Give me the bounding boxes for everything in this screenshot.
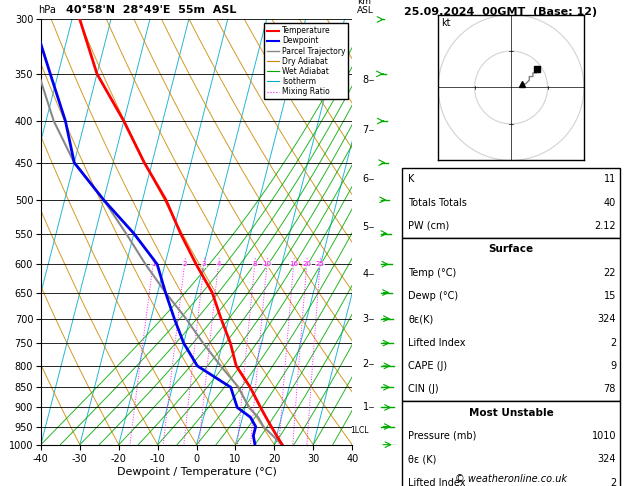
Text: CAPE (J): CAPE (J) (408, 361, 447, 371)
Text: 4: 4 (216, 261, 221, 267)
Text: 8: 8 (252, 261, 257, 267)
Text: θε(K): θε(K) (408, 314, 433, 324)
Text: 22: 22 (603, 268, 616, 278)
Bar (402, 168, 620, 238)
Text: 6: 6 (363, 174, 369, 184)
Text: Lifted Index: Lifted Index (408, 478, 466, 486)
Text: 25: 25 (316, 261, 325, 267)
Text: 7: 7 (362, 125, 369, 135)
Text: 1010: 1010 (591, 431, 616, 441)
Text: 2: 2 (362, 359, 369, 369)
X-axis label: Dewpoint / Temperature (°C): Dewpoint / Temperature (°C) (116, 467, 277, 477)
Text: Lifted Index: Lifted Index (408, 338, 466, 347)
Text: 2.12: 2.12 (594, 221, 616, 231)
Text: 15: 15 (604, 291, 616, 301)
Legend: Temperature, Dewpoint, Parcel Trajectory, Dry Adiabat, Wet Adiabat, Isotherm, Mi: Temperature, Dewpoint, Parcel Trajectory… (264, 23, 348, 99)
Text: 78: 78 (604, 384, 616, 394)
Text: CIN (J): CIN (J) (408, 384, 439, 394)
Text: 1: 1 (363, 402, 369, 412)
Text: θε (K): θε (K) (408, 454, 437, 464)
Text: Dewp (°C): Dewp (°C) (408, 291, 459, 301)
Text: Most Unstable: Most Unstable (469, 408, 554, 417)
Text: Totals Totals: Totals Totals (408, 198, 467, 208)
Text: 324: 324 (598, 454, 616, 464)
Text: 1: 1 (151, 261, 155, 267)
Text: 2: 2 (610, 338, 616, 347)
Text: Temp (°C): Temp (°C) (408, 268, 457, 278)
Text: Pressure (mb): Pressure (mb) (408, 431, 477, 441)
Bar (402, 401, 620, 486)
Text: 10: 10 (262, 261, 272, 267)
Text: 9: 9 (610, 361, 616, 371)
Text: 2: 2 (610, 478, 616, 486)
Text: Surface: Surface (489, 244, 533, 254)
Text: 5: 5 (362, 222, 369, 232)
Bar (402, 238, 620, 401)
Text: 8: 8 (363, 75, 369, 85)
Text: 11: 11 (604, 174, 616, 184)
Text: 25.09.2024  00GMT  (Base: 12): 25.09.2024 00GMT (Base: 12) (404, 7, 597, 17)
Text: 40: 40 (604, 198, 616, 208)
Text: 3: 3 (363, 314, 369, 324)
Text: PW (cm): PW (cm) (408, 221, 450, 231)
Text: km
ASL: km ASL (357, 0, 374, 15)
Text: 4: 4 (363, 269, 369, 279)
Text: 324: 324 (598, 314, 616, 324)
Text: hPa: hPa (38, 4, 55, 15)
Text: 16: 16 (289, 261, 298, 267)
Text: © weatheronline.co.uk: © weatheronline.co.uk (455, 473, 567, 484)
Text: 40°58'N  28°49'E  55m  ASL: 40°58'N 28°49'E 55m ASL (66, 4, 237, 15)
Text: 3: 3 (202, 261, 206, 267)
Text: 2: 2 (182, 261, 187, 267)
Text: 20: 20 (303, 261, 311, 267)
Text: K: K (408, 174, 415, 184)
Text: 1LCL: 1LCL (350, 426, 369, 435)
